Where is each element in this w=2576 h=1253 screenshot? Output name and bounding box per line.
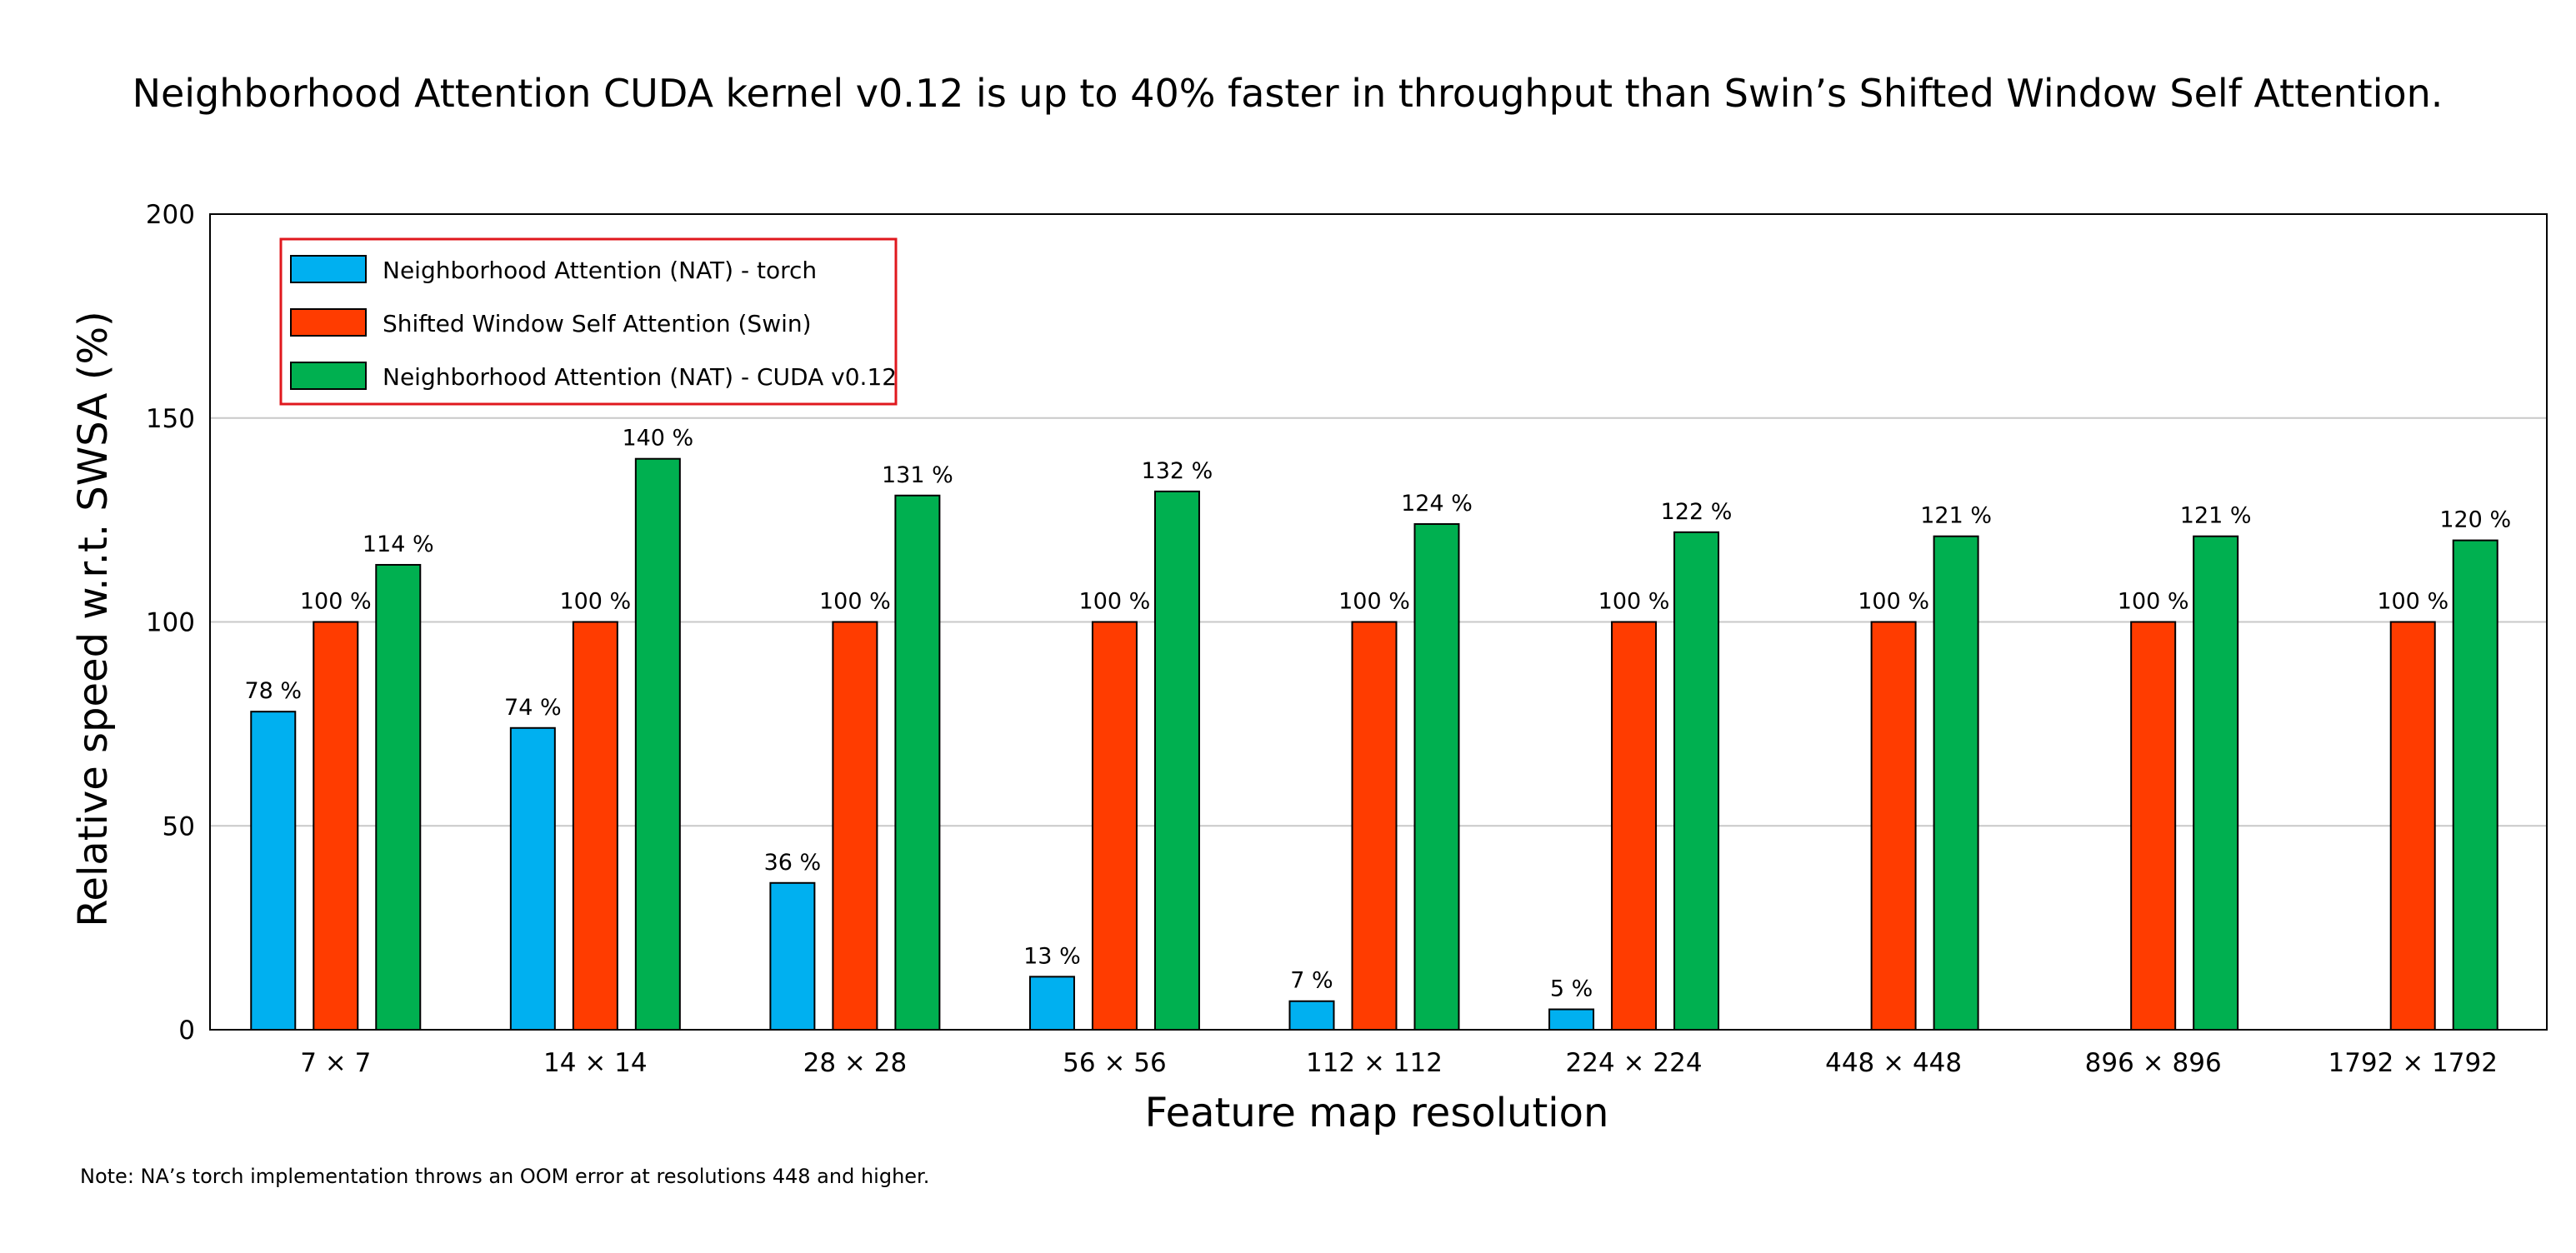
bar <box>1611 621 1658 1031</box>
data-label: 131 % <box>882 462 953 488</box>
y-tick-label: 50 <box>163 811 195 841</box>
y-axis-ticks: 0 50 100 150 200 <box>146 200 195 1046</box>
data-label: 100 % <box>2118 589 2189 615</box>
legend: Neighborhood Attention (NAT) - torch Shif… <box>279 237 898 406</box>
data-label: 120 % <box>2439 507 2511 533</box>
y-tick-label: 150 <box>146 404 195 434</box>
x-tick-label: 56 × 56 <box>1063 1048 1167 1078</box>
bar <box>1870 621 1917 1031</box>
data-label: 124 % <box>1401 491 1473 517</box>
legend-swatch <box>290 255 367 283</box>
data-label: 7 % <box>1290 968 1333 994</box>
data-label: 36 % <box>764 850 822 876</box>
bar <box>1413 523 1460 1031</box>
x-tick-label: 7 × 7 <box>300 1048 371 1078</box>
x-tick-label: 448 × 448 <box>1825 1048 1962 1078</box>
legend-swatch <box>290 362 367 390</box>
bar <box>1548 1008 1595 1031</box>
bars <box>250 457 2498 1031</box>
chart-title: Neighborhood Attention CUDA kernel v0.12… <box>133 71 2443 116</box>
x-tick-label: 112 × 112 <box>1306 1048 1443 1078</box>
bar <box>769 881 816 1031</box>
legend-swatch <box>290 308 367 337</box>
data-label: 132 % <box>1142 458 1213 484</box>
bar <box>2193 535 2239 1031</box>
x-axis-label: Feature map resolution <box>1145 1090 1609 1136</box>
legend-entry-label: Neighborhood Attention (NAT) - CUDA v0.1… <box>383 363 897 391</box>
y-tick-label: 0 <box>178 1016 195 1046</box>
bar <box>509 726 556 1031</box>
bar <box>1153 490 1200 1031</box>
y-tick-label: 100 <box>146 608 195 638</box>
x-tick-label: 224 × 224 <box>1566 1048 1703 1078</box>
data-label: 121 % <box>1920 503 1992 529</box>
bar <box>1288 1000 1335 1031</box>
bar <box>894 494 941 1031</box>
legend-entry-label: Shifted Window Self Attention (Swin) <box>383 310 812 337</box>
chart-note: Note: NA’s torch implementation throws a… <box>80 1165 929 1188</box>
bar <box>1933 535 1979 1031</box>
bar <box>375 563 422 1031</box>
bar <box>1091 621 1138 1031</box>
bar <box>313 621 359 1031</box>
bar <box>832 621 878 1031</box>
data-label: 100 % <box>1079 589 1151 615</box>
data-label: 100 % <box>1338 589 1410 615</box>
data-label: 100 % <box>2377 589 2448 615</box>
x-tick-label: 14 × 14 <box>543 1048 648 1078</box>
legend-box <box>279 237 898 406</box>
data-label: 100 % <box>559 589 631 615</box>
y-axis-label: Relative speed w.r.t. SWSA (%) <box>70 311 117 927</box>
data-label: 100 % <box>819 589 891 615</box>
x-tick-label: 1792 × 1792 <box>2328 1048 2497 1078</box>
legend-entry-label: Neighborhood Attention (NAT) - torch <box>383 257 817 284</box>
plot-area-frame <box>209 213 2548 1031</box>
bar <box>2130 621 2177 1031</box>
data-label: 122 % <box>1661 499 1733 525</box>
data-label: 100 % <box>1598 589 1670 615</box>
data-label: 100 % <box>300 589 372 615</box>
bar <box>1028 976 1075 1031</box>
bar <box>2452 539 2498 1031</box>
data-label: 140 % <box>622 426 693 452</box>
data-label: 121 % <box>2180 503 2252 529</box>
data-label: 100 % <box>1858 589 1929 615</box>
data-label: 74 % <box>504 695 562 721</box>
x-tick-label: 28 × 28 <box>803 1048 908 1078</box>
bar <box>250 711 297 1031</box>
bar <box>572 621 618 1031</box>
data-label: 78 % <box>244 678 302 704</box>
y-tick-label: 200 <box>146 200 195 230</box>
data-label: 5 % <box>1550 976 1593 1002</box>
bar <box>634 457 681 1031</box>
bar <box>2389 621 2436 1031</box>
bar <box>1673 531 1720 1031</box>
data-label: 13 % <box>1023 943 1081 969</box>
bar <box>1351 621 1398 1031</box>
data-label: 114 % <box>363 532 434 557</box>
x-tick-label: 896 × 896 <box>2085 1048 2222 1078</box>
x-axis-ticks: 7 × 7 14 × 14 28 × 28 56 × 56 112 × 112 224 ×… <box>300 1048 2498 1078</box>
data-labels: 78 % 100 % 114 % 74 % 100 % 140 % 36 % 100 % 131… <box>244 426 2511 1002</box>
